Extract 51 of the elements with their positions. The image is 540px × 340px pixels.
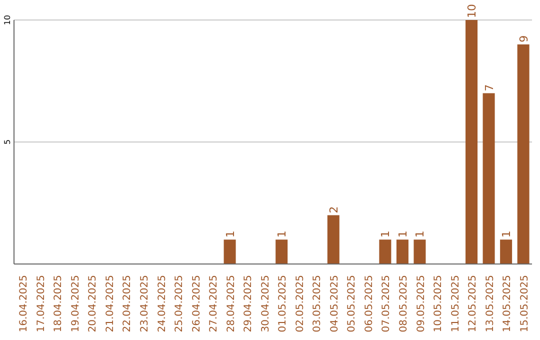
data-label: 1 xyxy=(276,230,289,238)
x-tick-label: 18.04.2025 xyxy=(53,275,64,332)
data-label: 2 xyxy=(327,206,340,214)
x-tick-label: 20.04.2025 xyxy=(88,275,99,332)
x-tick-label: 06.05.2025 xyxy=(364,275,375,332)
bar xyxy=(276,240,288,264)
x-tick-label: 16.04.2025 xyxy=(18,275,30,332)
x-tick-label: 29.04.2025 xyxy=(243,275,254,332)
bar xyxy=(482,93,495,264)
x-tick-label: 09.05.2025 xyxy=(416,275,427,332)
x-tick-label: 11.05.2025 xyxy=(450,275,462,332)
x-tick-label: 22.04.2025 xyxy=(122,275,134,332)
bar xyxy=(327,215,340,264)
x-tick-label: 12.05.2025 xyxy=(468,275,479,332)
bar xyxy=(517,44,530,264)
x-tick-label: 10.05.2025 xyxy=(433,275,444,332)
x-tick-label: 05.05.2025 xyxy=(346,275,358,332)
x-tick-label: 07.05.2025 xyxy=(381,275,392,332)
bar xyxy=(396,240,408,264)
x-tick-label: 30.04.2025 xyxy=(260,275,272,332)
x-tick-label: 01.05.2025 xyxy=(278,275,289,332)
data-label: 1 xyxy=(379,230,392,238)
data-label: 10 xyxy=(466,4,479,18)
x-tick-label: 19.04.2025 xyxy=(70,275,82,332)
data-label: 1 xyxy=(396,230,410,238)
x-tick-label: 28.04.2025 xyxy=(226,275,237,332)
data-label: 1 xyxy=(500,230,514,238)
y-tick-label: 5 xyxy=(3,139,12,145)
x-tick-label: 04.05.2025 xyxy=(329,275,340,332)
x-tick-label: 27.04.2025 xyxy=(208,275,220,332)
bar xyxy=(414,240,426,264)
x-tick-label: 03.05.2025 xyxy=(312,275,324,332)
x-tick-label: 25.04.2025 xyxy=(174,275,186,332)
x-tick-label: 17.04.2025 xyxy=(36,275,47,332)
bar xyxy=(466,20,478,264)
data-label: 7 xyxy=(482,84,496,92)
x-tick-label: 14.05.2025 xyxy=(502,275,514,332)
x-tick-label: 21.04.2025 xyxy=(104,275,116,332)
data-label: 1 xyxy=(414,230,427,238)
bar xyxy=(224,240,236,264)
x-tick-label: 13.05.2025 xyxy=(484,275,496,332)
x-tick-label: 26.04.2025 xyxy=(191,275,202,332)
data-label: 1 xyxy=(224,230,237,238)
data-label: 9 xyxy=(517,35,530,42)
bar xyxy=(379,240,392,264)
x-tick-label: 15.05.2025 xyxy=(519,275,530,332)
x-tick-label: 24.04.2025 xyxy=(156,275,168,332)
x-tick-label: 23.04.2025 xyxy=(140,275,150,332)
x-tick-label: 08.05.2025 xyxy=(398,275,410,332)
x-tick-label: 02.05.2025 xyxy=(294,275,306,332)
bar xyxy=(500,240,512,264)
